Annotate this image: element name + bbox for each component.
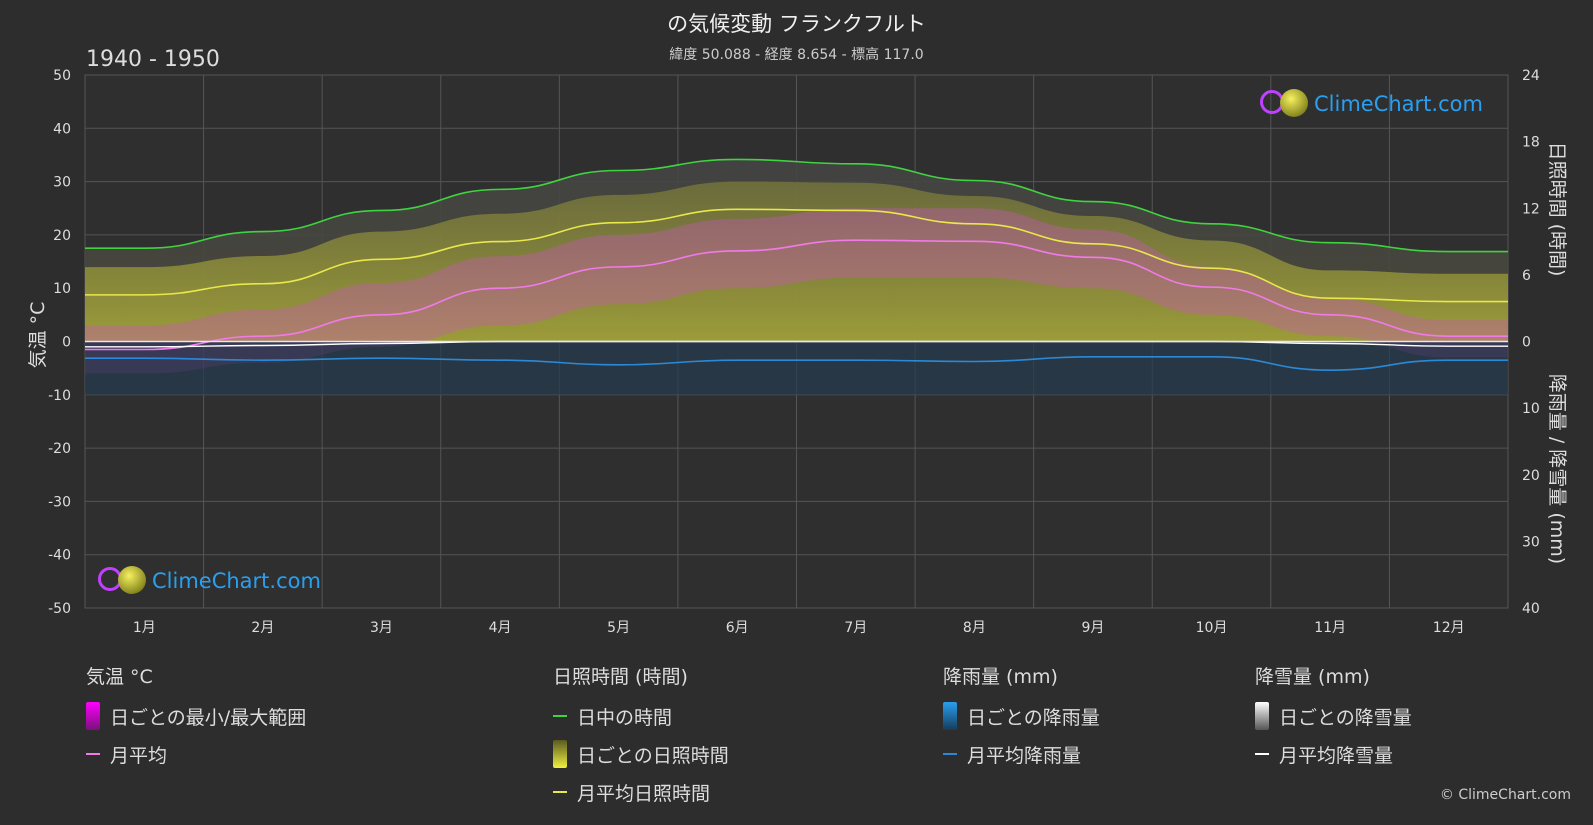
legend-temperature: 気温 °C 日ごとの最小/最大範囲 月平均	[86, 662, 306, 779]
y-left-tick-label: 30	[53, 175, 71, 191]
sunshine-daily-swatch	[553, 740, 567, 768]
series-lines	[84, 158, 1508, 371]
daylight-line	[84, 158, 1508, 253]
climechart-logo-icon	[1258, 88, 1310, 120]
y-right-tick-label: 24	[1522, 68, 1540, 84]
legend-head: 降雨量 (mm)	[943, 666, 1058, 688]
x-tick-label: 8月	[963, 620, 986, 636]
snow-daily-swatch	[1255, 702, 1269, 730]
y-left-tick-label: -20	[48, 441, 71, 457]
legend-sunshine: 日照時間 (時間) 日中の時間 日ごとの日照時間 月平均日照時間	[553, 662, 729, 817]
climechart-logo-icon	[96, 565, 148, 597]
period-label: 1940 - 1950	[86, 47, 220, 72]
legend-item: 月平均降雪量	[1255, 741, 1412, 767]
legend-label: 日中の時間	[577, 706, 673, 729]
legend-head: 日照時間 (時間)	[553, 666, 688, 688]
y-right-tick-label: 0	[1522, 335, 1531, 351]
y-left-tick-label: -30	[48, 494, 71, 510]
right-axis-label-bottom: 降雨量 / 降雪量 (mm)	[1546, 373, 1568, 565]
temperature-mean-line	[85, 239, 1508, 351]
chart-title: の気候変動 フランクフルト	[667, 12, 926, 36]
x-tick-label: 7月	[844, 620, 867, 636]
y-left-tick-label: -10	[48, 388, 71, 404]
legend-label: 月平均降雪量	[1279, 744, 1394, 767]
x-tick-label: 4月	[489, 620, 512, 636]
y-left-tick-label: 50	[53, 68, 71, 84]
x-tick-label: 2月	[251, 620, 274, 636]
legend-label: 日ごとの降雪量	[1279, 706, 1412, 729]
legend-label: 日ごとの最小/最大範囲	[110, 706, 307, 729]
legend-head: 降雪量 (mm)	[1255, 666, 1370, 688]
legend-item: 月平均降雨量	[943, 741, 1100, 767]
y-left-tick-label: -40	[48, 548, 71, 564]
legend-item: 月平均日照時間	[553, 779, 729, 805]
logo-top[interactable]: ClimeChart.com	[1258, 88, 1483, 120]
legend-item: 日中の時間	[553, 703, 729, 729]
y-right-tick-label: 18	[1522, 135, 1540, 151]
legend-item: 日ごとの降雨量	[943, 702, 1100, 730]
y-right-tick-label: 6	[1522, 268, 1531, 284]
tick-labels: 50 40 30 20 10 0 -10 -20 -30 -40 -50 24 18 12 6 0 10 20 30…	[48, 68, 1540, 636]
logo-text: ClimeChart.com	[1314, 92, 1483, 116]
y-right-precip-tick-label: 10	[1522, 401, 1540, 417]
chart-subtitle: 緯度 50.088 - 経度 8.654 - 標高 117.0	[669, 47, 924, 63]
sunshine-mean-line	[85, 208, 1508, 303]
legend-item: 日ごとの日照時間	[553, 740, 729, 768]
legend-snow: 降雪量 (mm) 日ごとの降雪量 月平均降雪量	[1255, 662, 1412, 779]
x-tick-label: 11月	[1314, 620, 1346, 636]
y-left-tick-label: 40	[53, 121, 71, 137]
right-axis-label-top: 日照時間 (時間)	[1546, 141, 1568, 277]
x-tick-label: 10月	[1196, 620, 1228, 636]
y-right-precip-tick-label: 40	[1522, 601, 1540, 617]
legend-item: 月平均	[86, 741, 306, 767]
left-axis-label: 気温 °C	[26, 301, 49, 369]
legend-label: 月平均日照時間	[577, 782, 711, 805]
y-right-precip-tick-label: 30	[1522, 534, 1540, 550]
y-right-tick-label: 12	[1522, 201, 1540, 217]
legend-label: 月平均降雨量	[967, 744, 1082, 767]
temp-mean-swatch	[86, 753, 100, 755]
x-tick-label: 5月	[607, 620, 630, 636]
rain-daily-area	[85, 341, 1508, 395]
sunshine-mean-swatch	[553, 791, 567, 793]
x-tick-label: 12月	[1433, 620, 1465, 636]
legend-label: 月平均	[110, 744, 168, 767]
legend-item: 日ごとの降雪量	[1255, 702, 1412, 730]
y-left-tick-label: -50	[48, 601, 71, 617]
logo-bottom[interactable]: ClimeChart.com	[96, 565, 321, 597]
rain-mean-line	[85, 356, 1508, 371]
rain-daily-swatch	[943, 702, 957, 730]
y-left-tick-label: 0	[62, 335, 71, 351]
copyright: © ClimeChart.com	[1439, 787, 1571, 803]
x-tick-label: 3月	[370, 620, 393, 636]
legend-label: 日ごとの降雨量	[967, 706, 1100, 729]
logo-text: ClimeChart.com	[152, 569, 321, 593]
legend-item: 日ごとの最小/最大範囲	[86, 702, 307, 730]
x-tick-label: 9月	[1081, 620, 1104, 636]
x-tick-label: 6月	[726, 620, 749, 636]
temp-range-swatch	[86, 702, 100, 730]
legend-rain: 降雨量 (mm) 日ごとの降雨量 月平均降雨量	[943, 662, 1100, 779]
legend-label: 日ごとの日照時間	[577, 744, 729, 767]
y-right-precip-tick-label: 20	[1522, 468, 1540, 484]
temperature-range-area	[85, 208, 1508, 374]
rain-mean-swatch	[943, 753, 957, 755]
legend-head: 気温 °C	[86, 666, 153, 688]
x-tick-label: 1月	[133, 620, 156, 636]
y-left-tick-label: 10	[53, 281, 71, 297]
y-left-tick-label: 20	[53, 228, 71, 244]
snow-mean-swatch	[1255, 753, 1269, 755]
daylight-swatch	[553, 715, 567, 717]
